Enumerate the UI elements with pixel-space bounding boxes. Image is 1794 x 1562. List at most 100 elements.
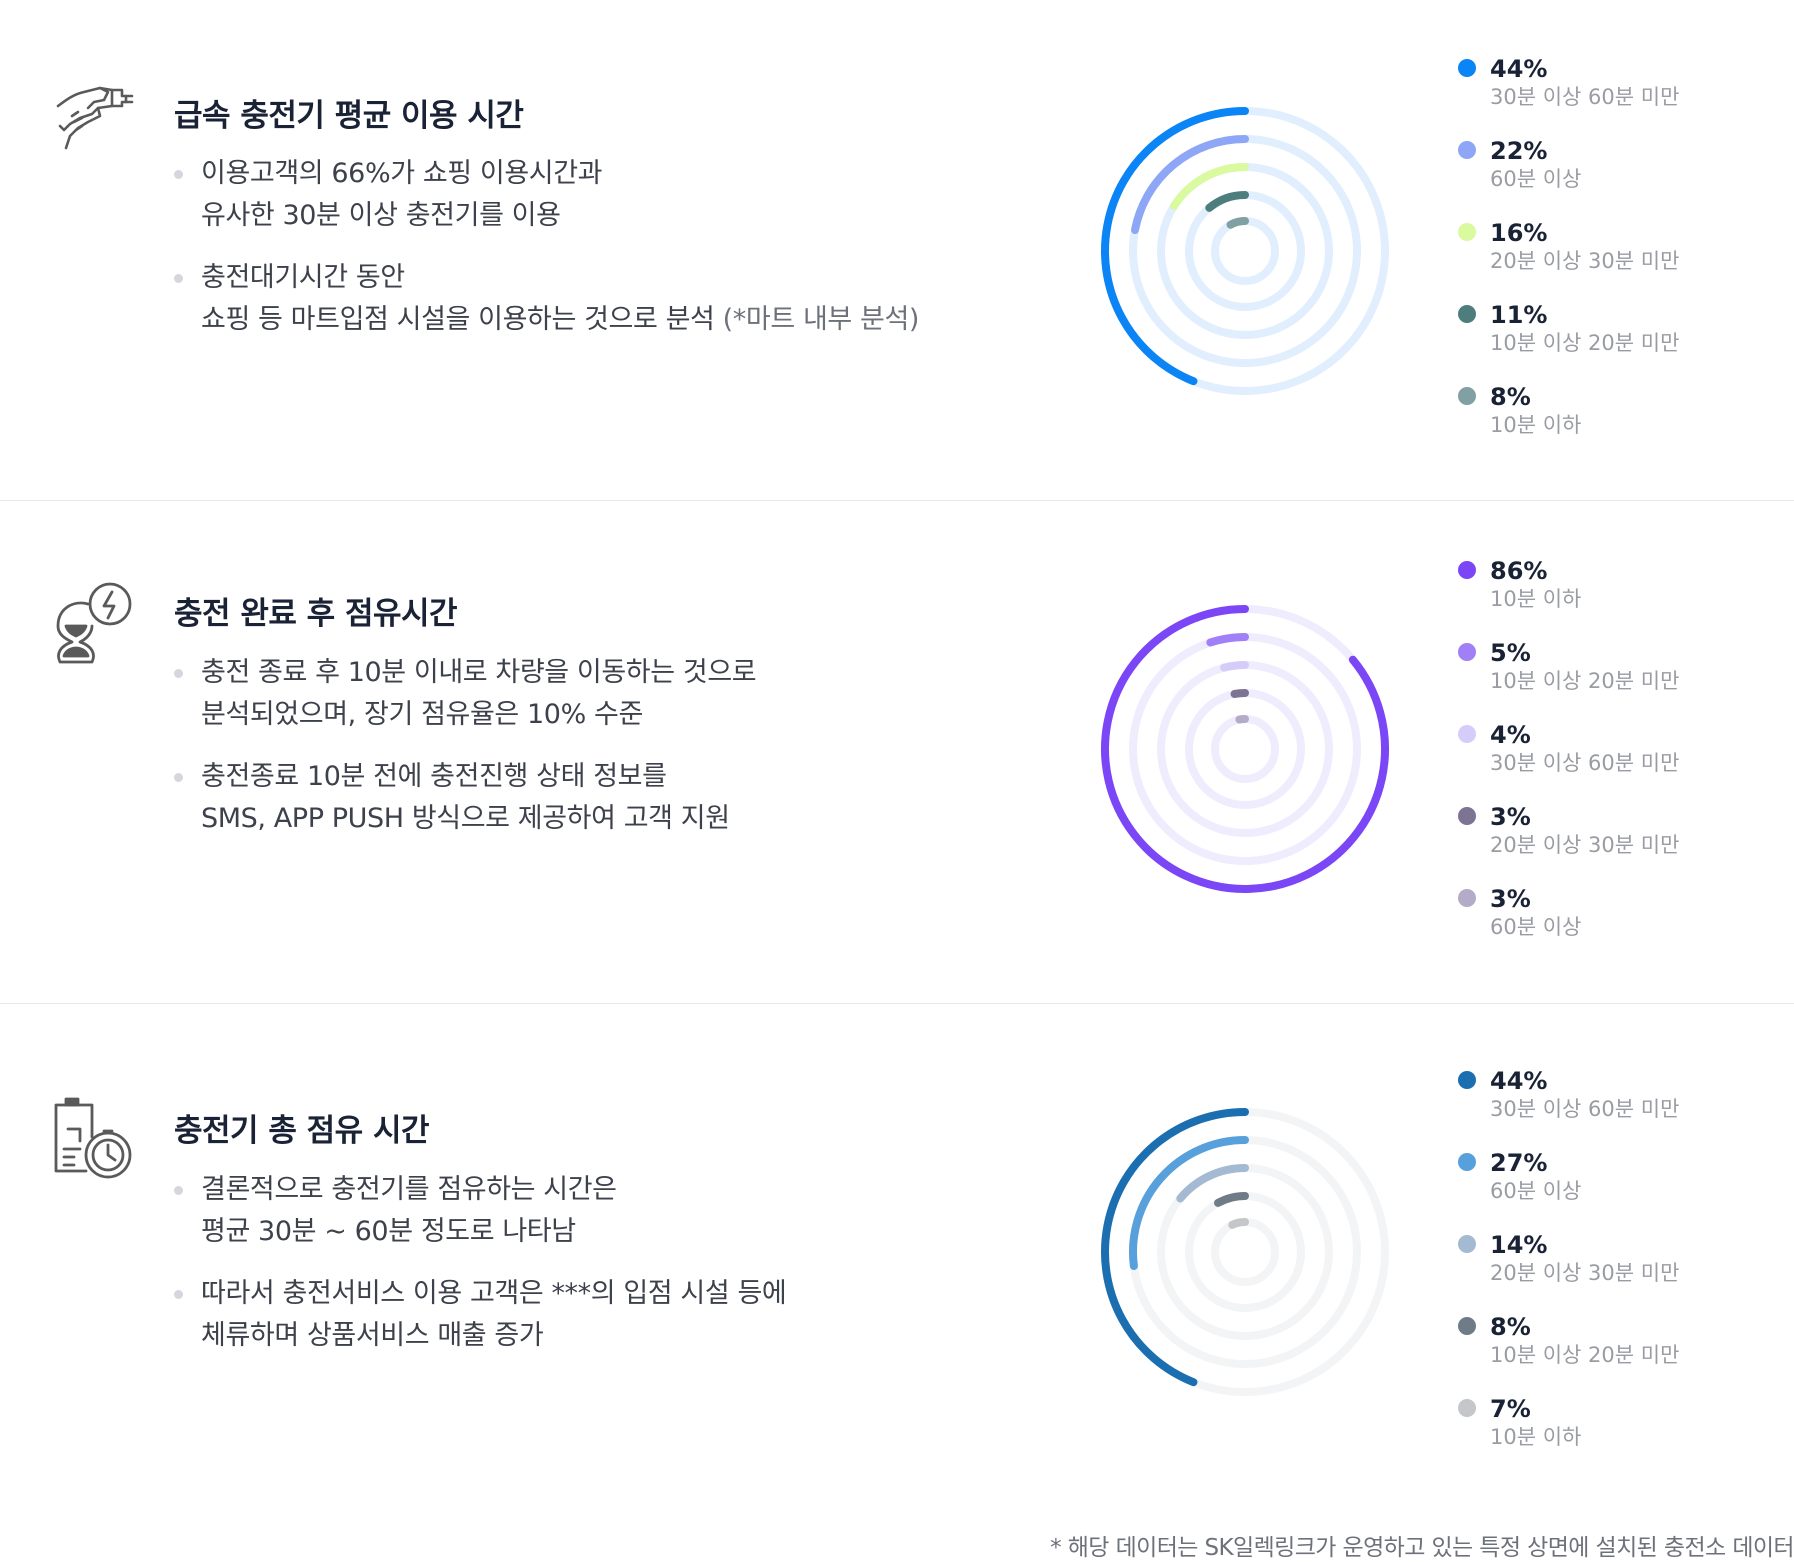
section-total-occupancy: 충전기 총 점유 시간 결론적으로 충전기를 점유하는 시간은 평균 30분 ~…: [0, 1005, 1794, 1505]
ring-track: [1129, 633, 1361, 865]
legend-swatch-icon: [1458, 1235, 1476, 1253]
chart-legend: 44% 30분 이상 60분 미만 22% 60분 이상 16% 20분 이상 30분 미…: [1458, 55, 1788, 465]
legend-percent: 4%: [1490, 721, 1531, 749]
bullet-text-line: 유사한 30분 이상 충전기를 이용: [201, 200, 561, 231]
section-title: 충전기 총 점유 시간: [174, 1113, 430, 1149]
legend-swatch-icon: [1458, 807, 1476, 825]
bullet-text-line: 분석되었으며, 장기 점유율은 10% 수준: [201, 699, 643, 730]
legend-swatch-icon: [1458, 1399, 1476, 1417]
legend-item: 44% 30분 이상 60분 미만: [1458, 55, 1788, 137]
radial-bar-60분 이상: [1130, 135, 1249, 235]
hourglass-lightning-icon: [56, 582, 132, 664]
chart-legend: 86% 10분 이하 5% 10분 이상 20분 미만 4% 30분 이상 60분 미만 3…: [1458, 557, 1788, 967]
bullet-list: 결론적으로 충전기를 점유하는 시간은 평균 30분 ~ 60분 정도로 나타남…: [174, 1169, 1054, 1377]
legend-label: 10분 이하: [1490, 587, 1582, 611]
list-item: 충전종료 10분 전에 충전진행 상태 정보를 SMS, APP PUSH 방식…: [174, 756, 1054, 840]
radial-bar-60분 이상: [1235, 714, 1249, 724]
legend-item: 7% 10분 이하: [1458, 1395, 1788, 1477]
legend-label: 10분 이하: [1490, 413, 1582, 437]
list-item: 충전 종료 후 10분 이내로 차량을 이동하는 것으로 분석되었으며, 장기 …: [174, 652, 1054, 736]
list-item: 결론적으로 충전기를 점유하는 시간은 평균 30분 ~ 60분 정도로 나타남: [174, 1169, 1054, 1253]
legend-percent: 7%: [1490, 1395, 1531, 1423]
legend-item: 16% 20분 이상 30분 미만: [1458, 219, 1788, 301]
legend-percent: 16%: [1490, 219, 1548, 247]
bullet-text-line: SMS, APP PUSH 방식으로 제공하여 고객 지원: [201, 803, 730, 834]
ring-track: [1211, 1218, 1279, 1286]
list-item: 충전대기시간 동안 쇼핑 등 마트입점 시설을 이용하는 것으로 분석 (*마트…: [174, 257, 1054, 341]
list-item: 이용고객의 66%가 쇼핑 이용시간과 유사한 30분 이상 충전기를 이용: [174, 153, 1054, 237]
legend-percent: 8%: [1490, 383, 1531, 411]
bullet-text-line: 체류하며 상품서비스 매출 증가: [201, 1320, 544, 1351]
legend-item: 22% 60분 이상: [1458, 137, 1788, 219]
legend-percent: 8%: [1490, 1313, 1531, 1341]
bullet-text-line: 따라서 충전서비스 이용 고객은 ***의 입점 시설 등에: [201, 1278, 787, 1309]
legend-percent: 14%: [1490, 1231, 1548, 1259]
legend-percent: 44%: [1490, 55, 1548, 83]
legend-item: 14% 20분 이상 30분 미만: [1458, 1231, 1788, 1313]
bullet-text-line: 충전종료 10분 전에 충전진행 상태 정보를: [201, 761, 667, 792]
radial-bar-20분 이상 30분 미만: [1230, 688, 1249, 698]
radial-bar-10분 이상 20분 미만: [1214, 1192, 1249, 1207]
section-divider: [0, 1003, 1794, 1004]
bullet-note: (*마트 내부 분석): [722, 304, 920, 335]
list-item: 따라서 충전서비스 이용 고객은 ***의 입점 시설 등에 체류하며 상품서비…: [174, 1273, 1054, 1357]
legend-label: 20분 이상 30분 미만: [1490, 833, 1680, 857]
radial-bar-30분 이상 60분 미만: [1101, 107, 1249, 386]
legend-percent: 5%: [1490, 639, 1531, 667]
legend-label: 20분 이상 30분 미만: [1490, 1261, 1680, 1285]
legend-label: 10분 이상 20분 미만: [1490, 1343, 1680, 1367]
legend-label: 10분 이상 20분 미만: [1490, 331, 1680, 355]
ring-track: [1185, 1192, 1305, 1312]
legend-item: 27% 60분 이상: [1458, 1149, 1788, 1231]
legend-swatch-icon: [1458, 305, 1476, 323]
radial-chart: [1101, 605, 1389, 893]
legend-percent: 11%: [1490, 301, 1548, 329]
legend-percent: 86%: [1490, 557, 1548, 585]
section-divider: [0, 500, 1794, 501]
radial-bar-20분 이상 30분 미만: [1170, 163, 1249, 210]
legend-item: 86% 10분 이하: [1458, 557, 1788, 639]
radial-chart: [1101, 107, 1389, 395]
legend-swatch-icon: [1458, 387, 1476, 405]
ring-track: [1211, 715, 1279, 783]
section-fast-charger-usage: 급속 충전기 평균 이용 시간 이용고객의 66%가 쇼핑 이용시간과 유사한 …: [0, 0, 1794, 500]
legend-percent: 22%: [1490, 137, 1548, 165]
bullet-text-line: 이용고객의 66%가 쇼핑 이용시간과: [201, 158, 603, 189]
radial-bar-10분 이하: [1101, 605, 1389, 893]
legend-item: 44% 30분 이상 60분 미만: [1458, 1067, 1788, 1149]
legend-item: 3% 60분 이상: [1458, 885, 1788, 967]
ring-track: [1185, 689, 1305, 809]
footnote: * 해당 데이터는 SK일렉링크가 운영하고 있는 특정 상면에 설치된 충전소…: [1050, 1535, 1794, 1561]
legend-item: 8% 10분 이하: [1458, 383, 1788, 465]
legend-label: 10분 이하: [1490, 1425, 1582, 1449]
legend-swatch-icon: [1458, 725, 1476, 743]
legend-swatch-icon: [1458, 889, 1476, 907]
legend-swatch-icon: [1458, 1153, 1476, 1171]
bullet-text-line: 평균 30분 ~ 60분 정도로 나타남: [201, 1216, 576, 1247]
legend-item: 3% 20분 이상 30분 미만: [1458, 803, 1788, 885]
section-title: 급속 충전기 평균 이용 시간: [174, 98, 524, 134]
legend-percent: 27%: [1490, 1149, 1548, 1177]
bullet-text-line: 충전대기시간 동안: [201, 262, 405, 293]
bullet-dot-icon: [174, 1186, 183, 1195]
legend-swatch-icon: [1458, 643, 1476, 661]
legend-swatch-icon: [1458, 141, 1476, 159]
bullet-text-line-with-note: 쇼핑 등 마트입점 시설을 이용하는 것으로 분석 (*마트 내부 분석): [201, 299, 1054, 341]
bullet-dot-icon: [174, 274, 183, 283]
legend-label: 30분 이상 60분 미만: [1490, 1097, 1680, 1121]
bullet-dot-icon: [174, 170, 183, 179]
ring-track: [1185, 191, 1305, 311]
legend-swatch-icon: [1458, 1071, 1476, 1089]
legend-label: 30분 이상 60분 미만: [1490, 751, 1680, 775]
legend-label: 30분 이상 60분 미만: [1490, 85, 1680, 109]
legend-label: 60분 이상: [1490, 1179, 1582, 1203]
legend-item: 11% 10분 이상 20분 미만: [1458, 301, 1788, 383]
bullet-list: 이용고객의 66%가 쇼핑 이용시간과 유사한 30분 이상 충전기를 이용 충…: [174, 153, 1054, 361]
radial-bar-10분 이하: [1226, 217, 1249, 229]
legend-percent: 44%: [1490, 1067, 1548, 1095]
radial-bar-10분 이상 20분 미만: [1206, 633, 1249, 647]
legend-label: 60분 이상: [1490, 167, 1582, 191]
legend-label: 10분 이상 20분 미만: [1490, 669, 1680, 693]
bullet-text: 쇼핑 등 마트입점 시설을 이용하는 것으로 분석: [201, 304, 715, 335]
chart-legend: 44% 30분 이상 60분 미만 27% 60분 이상 14% 20분 이상 30분 미…: [1458, 1067, 1788, 1477]
